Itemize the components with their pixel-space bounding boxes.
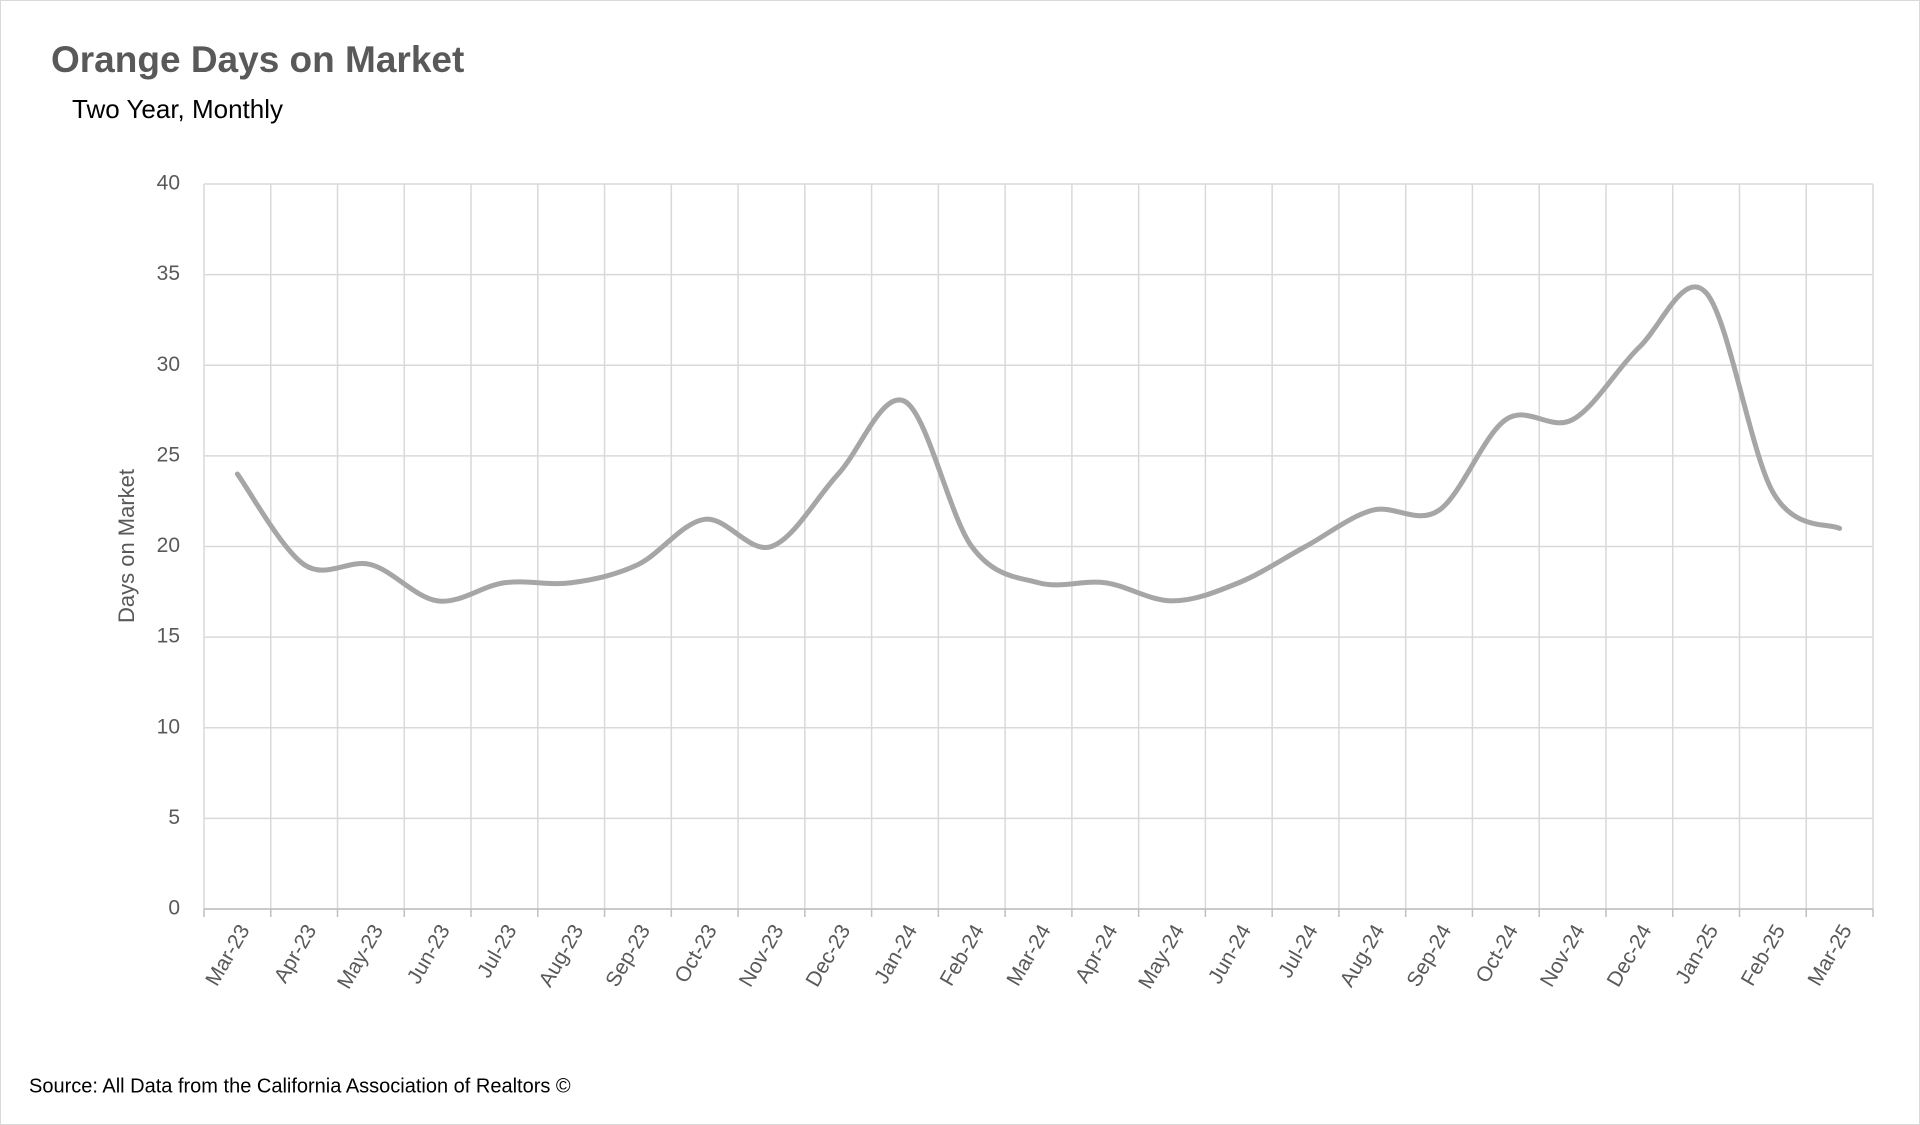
source-note: Source: All Data from the California Ass… <box>29 1075 571 1097</box>
y-tick-label: 0 <box>168 897 180 920</box>
chart-title: Orange Days on Market <box>51 39 464 80</box>
data-line <box>234 284 1843 604</box>
chart-subtitle: Two Year, Monthly <box>72 94 283 124</box>
y-tick-label: 35 <box>157 262 180 285</box>
y-tick-label: 10 <box>157 715 180 738</box>
y-tick-label: 40 <box>157 172 180 195</box>
y-axis-title: Days on Market <box>114 469 139 623</box>
y-tick-label: 5 <box>168 806 180 829</box>
y-tick-label: 20 <box>157 534 180 557</box>
y-tick-label: 25 <box>157 443 180 466</box>
y-tick-label: 15 <box>157 625 180 648</box>
y-tick-label: 30 <box>157 353 180 376</box>
